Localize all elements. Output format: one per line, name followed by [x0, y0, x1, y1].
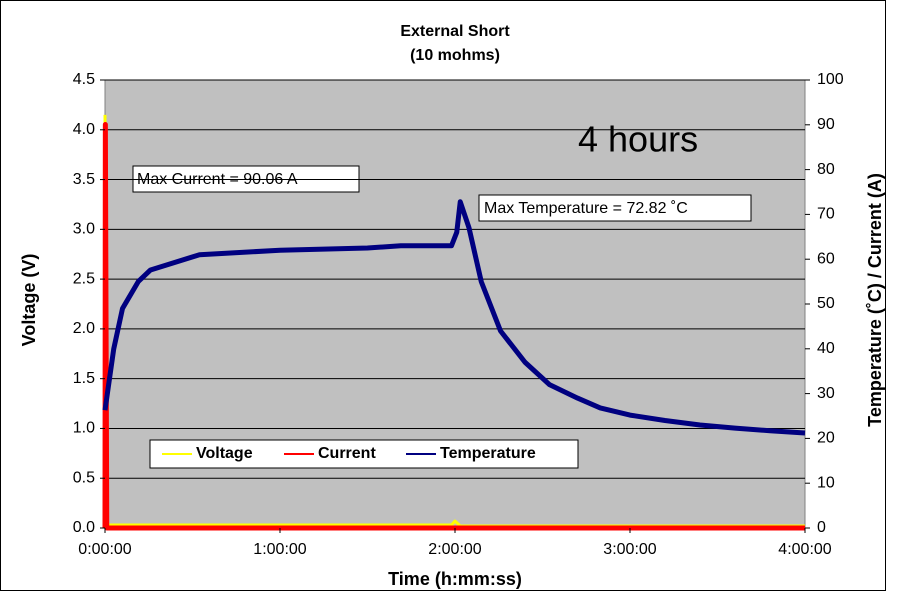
y-tick-label: 1.5: [73, 370, 95, 387]
series-line: [102, 199, 806, 436]
y-tick-label: 3.0: [73, 221, 95, 238]
y2-tick-label: 50: [817, 295, 835, 312]
x-tick-label: 1:00:00: [253, 541, 306, 558]
y2-tick-label: 30: [817, 385, 835, 402]
y-tick-label: 0.5: [73, 469, 95, 486]
y2-tick-label: 60: [817, 250, 835, 267]
legend-label: Temperature: [440, 445, 536, 462]
x-tick-label: 2:00:00: [428, 541, 481, 558]
x-tick-label: 4:00:00: [778, 541, 831, 558]
y-tick-label: 3.5: [73, 171, 95, 188]
y-tick-label: 2.5: [73, 270, 95, 287]
y2-tick-label: 20: [817, 430, 835, 447]
x-tick-label: 3:00:00: [603, 541, 656, 558]
series-line: [102, 122, 805, 531]
chart-title: External Short: [400, 23, 510, 40]
legend-label: Current: [318, 445, 376, 462]
marks: [102, 79, 806, 531]
y-axis-label: Voltage (V): [19, 254, 39, 347]
y2-axis-label: Temperature (˚C) / Current (A): [865, 173, 885, 427]
chart-subtitle: (10 mohms): [410, 47, 500, 64]
annotation: 4 hours: [578, 119, 698, 160]
y2-tick-label: 80: [817, 161, 835, 178]
y-tick-label: 2.0: [73, 320, 95, 337]
y2-tick-label: 90: [817, 116, 835, 133]
annotation-box: [478, 194, 752, 222]
y-tick-label: 4.0: [73, 121, 95, 138]
y2-tick-label: 40: [817, 340, 835, 357]
y-tick-label: 0.0: [73, 519, 95, 536]
y2-tick-label: 100: [817, 71, 844, 88]
annotation-box: [132, 165, 360, 193]
x-axis-label: Time (h:mm:ss): [388, 569, 522, 589]
legend-label: Voltage: [196, 445, 253, 462]
y2-tick-label: 0: [817, 519, 826, 536]
y-tick-label: 4.5: [73, 71, 95, 88]
y-tick-label: 1.0: [73, 420, 95, 437]
annotation: Max Temperature = 72.82 ˚C: [484, 200, 688, 217]
x-tick-label: 0:00:00: [78, 541, 131, 558]
legend: [149, 439, 579, 469]
y2-tick-label: 70: [817, 206, 835, 223]
y2-tick-label: 10: [817, 474, 835, 491]
